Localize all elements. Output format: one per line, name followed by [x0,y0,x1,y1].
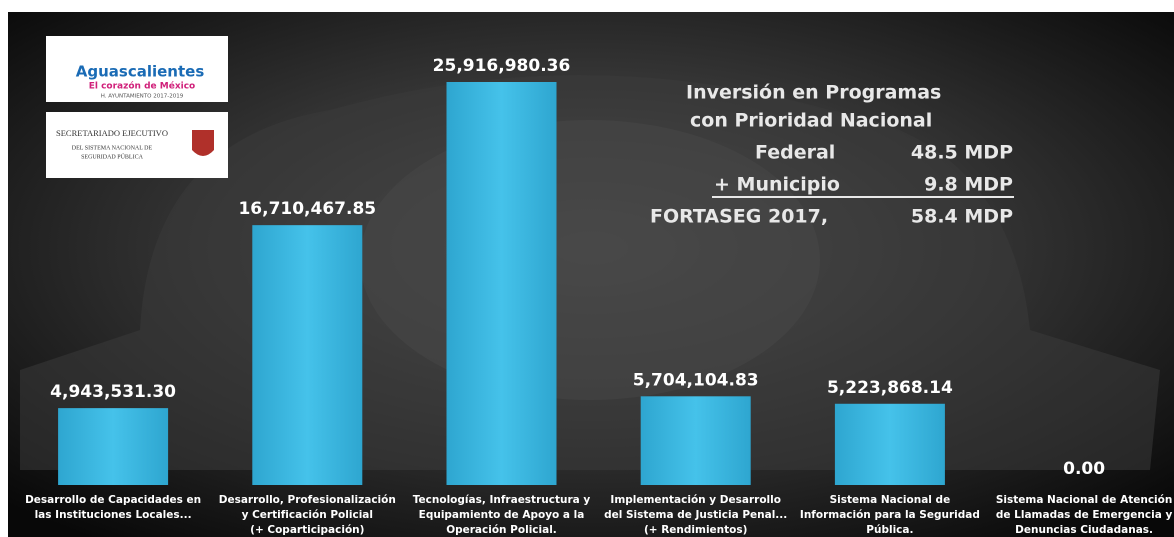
value-label: 16,710,467.85 [238,199,376,219]
value-label: 0.00 [1063,459,1105,479]
x-tick-label: Denuncias Ciudadanas. [1015,524,1153,536]
annotation: Inversión en Programas con Prioridad Nac… [650,82,1014,228]
bar [834,403,945,485]
annotation-label: FORTASEG 2017, [650,206,828,228]
logo-secretariado: SECRETARIADO EJECUTIVO DEL SISTEMA NACIO… [46,112,228,178]
x-tick-label: Sistema Nacional de [830,494,951,506]
annotation-amount: 9.8 MDP [924,174,1013,196]
bar [58,408,169,485]
x-tick-label: Desarrollo, Profesionalización [219,494,396,506]
annotation-title: Inversión en Programas [686,82,941,104]
annotation-title: con Prioridad Nacional [690,110,932,132]
annotation-amount: 48.5 MDP [911,142,1013,164]
logo-shield [192,130,214,156]
bar [446,82,557,485]
value-label: 25,916,980.36 [433,56,571,76]
x-tick-label: de Llamadas de Emergencia y [996,509,1173,521]
logo-text: H. AYUNTAMIENTO 2017-2019 [101,94,184,100]
bar [252,225,363,485]
logo-text: SEGURIDAD PÚBLICA [81,152,144,160]
x-tick-label: y Certificación Policial [242,509,373,521]
x-tick-label: del Sistema de Justicia Penal... [604,509,787,521]
x-tick-label: (+ Coparticipación) [250,524,364,536]
annotation-label: Federal [755,142,835,164]
x-tick-label: Pública. [866,524,913,536]
x-tick-label: Operación Policial. [446,524,557,536]
x-tick-label: Información para la Seguridad [800,509,980,521]
value-label: 5,223,868.14 [827,378,953,398]
badge-seal [360,120,820,400]
x-tick-label: (+ Rendimientos) [644,524,747,536]
annotation-label: + Municipio [714,174,840,196]
logo-box [46,36,228,102]
logo-text: DEL SISTEMA NACIONAL DE [72,145,153,151]
x-tick-label: Desarrollo de Capacidades en [25,494,201,506]
bar [640,396,751,485]
logo-municipio: Aguascalientes El corazón de México H. A… [46,36,228,102]
logo-text: El corazón de México [89,81,196,92]
x-tick-label: Equipamiento de Apoyo a la [419,509,585,521]
x-tick-label: las Instituciones Locales... [35,509,192,521]
value-label: 5,704,104.83 [633,370,759,390]
value-label: 4,943,531.30 [50,382,176,402]
x-tick-label: Sistema Nacional de Atención [996,494,1173,506]
logo-text: Aguascalientes [76,63,205,81]
annotation-amount: 58.4 MDP [911,206,1013,228]
x-tick-label: Implementación y Desarrollo [610,494,781,506]
x-tick-label: Tecnologías, Infraestructura y [413,494,591,506]
logo-text: SECRETARIADO EJECUTIVO [56,128,168,138]
